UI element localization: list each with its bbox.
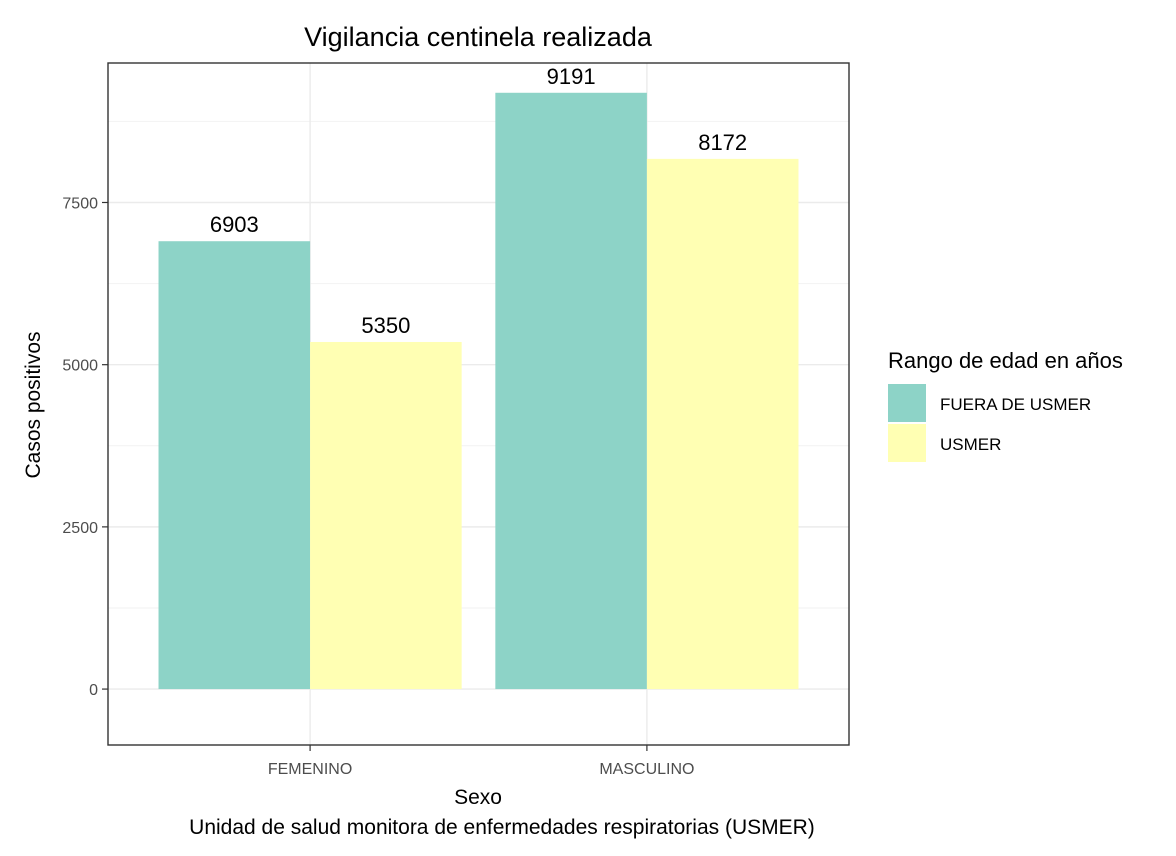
legend-key: [888, 384, 926, 422]
plot-area: 6903 9191 5350 8172 0 2500 5000 7500 FEMENINO MAS…: [62, 62, 850, 778]
data-label: 6903: [210, 212, 259, 237]
y-axis-title: Casos positivos: [22, 331, 45, 478]
y-tick-label: 0: [89, 682, 98, 699]
legend-title: Rango de edad en años: [888, 348, 1123, 373]
legend-label: FUERA DE USMER: [940, 395, 1091, 414]
y-tick-label: 7500: [62, 195, 98, 212]
legend: Rango de edad en años FUERA DE USMER USME…: [888, 348, 1123, 462]
y-tick-label: 5000: [62, 358, 98, 375]
x-axis-title: Sexo: [454, 786, 502, 809]
data-label: 5350: [361, 313, 410, 338]
data-label: 9191: [547, 64, 596, 89]
legend-key: [888, 424, 926, 462]
legend-label: USMER: [940, 435, 1001, 454]
bar: [646, 158, 799, 690]
plot-panel-border: [107, 62, 850, 746]
x-tick-label: FEMENINO: [268, 761, 352, 778]
bar: [495, 92, 647, 690]
chart-caption: Unidad de salud monitora de enfermedades…: [189, 816, 815, 839]
data-label: 8172: [698, 130, 747, 155]
bar: [310, 341, 462, 690]
bar: [158, 241, 311, 690]
chart-title: Vigilancia centinela realizada: [304, 22, 653, 52]
x-tick-label: MASCULINO: [599, 761, 694, 778]
y-tick-label: 2500: [62, 520, 98, 537]
